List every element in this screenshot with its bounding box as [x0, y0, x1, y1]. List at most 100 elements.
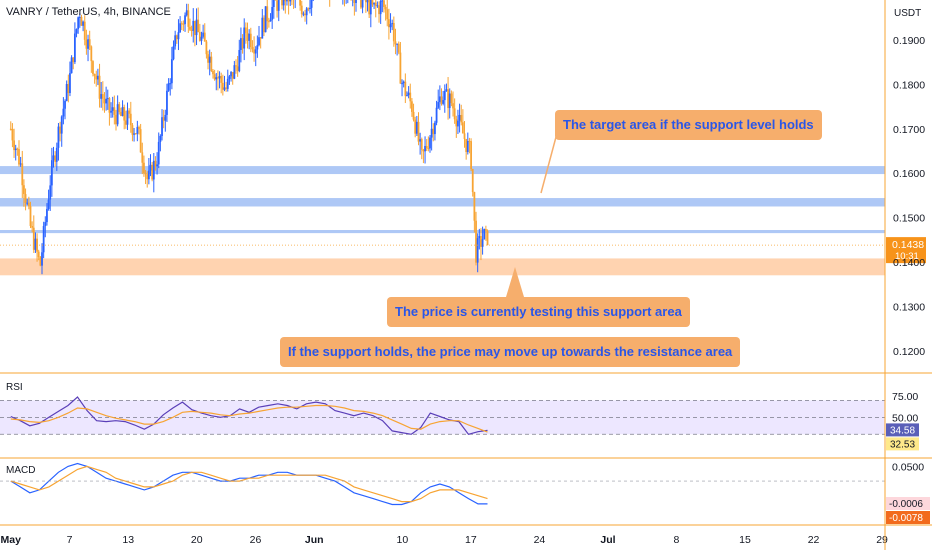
candle-body — [460, 114, 463, 123]
candle-body — [77, 17, 80, 30]
candle-body — [146, 174, 149, 180]
candle-body — [44, 222, 47, 227]
candle-body — [213, 74, 216, 80]
candle-body — [256, 45, 259, 50]
candle-body — [97, 75, 99, 80]
candle-body — [184, 15, 186, 25]
candle-body — [139, 129, 142, 153]
candle-body — [13, 140, 15, 151]
candle-body — [95, 75, 98, 80]
candle-body — [404, 81, 407, 96]
rsi-tick-label: 50.00 — [892, 412, 918, 424]
candle-body — [115, 114, 117, 125]
time-tick-label: 7 — [67, 534, 73, 546]
candle-body — [220, 76, 223, 83]
candle-body — [355, 0, 357, 4]
candle-body — [473, 192, 476, 221]
time-tick-label: 29 — [876, 534, 888, 546]
candle-body — [185, 10, 188, 16]
candle-body — [414, 119, 417, 134]
candle-body — [263, 17, 265, 33]
candle-body — [23, 185, 25, 195]
candle-body — [424, 145, 426, 152]
candle-body — [361, 0, 364, 8]
candle-body — [161, 117, 163, 137]
candle-body — [470, 141, 472, 169]
candle-body — [396, 43, 399, 45]
candle-body — [435, 107, 438, 123]
time-tick-label: 22 — [808, 534, 820, 546]
candle-body — [401, 83, 403, 85]
candle-body — [371, 0, 374, 5]
candle-body — [394, 41, 397, 45]
candle-body — [437, 102, 440, 108]
candle-body — [409, 92, 412, 102]
price-tick-label: 0.1800 — [893, 79, 925, 91]
rsi-value-label: 34.58 — [890, 425, 915, 436]
support-pointer — [506, 267, 524, 297]
candle-body — [164, 114, 167, 121]
price-tick-label: 0.1500 — [893, 213, 925, 225]
candle-body — [284, 0, 287, 2]
time-tick-label: 13 — [122, 534, 134, 546]
candle-body — [366, 0, 369, 3]
candle-body — [108, 98, 111, 113]
candle-body — [124, 120, 127, 125]
price-tick-label: 0.1900 — [893, 35, 925, 47]
price-tick-label: 0.1200 — [893, 346, 925, 358]
candle-body — [39, 257, 42, 266]
candle-body — [397, 43, 400, 53]
support-testing-annotation: The price is currently testing this supp… — [387, 297, 690, 327]
candle-body — [52, 155, 55, 161]
candle-body — [70, 57, 73, 74]
candle-body — [217, 77, 219, 79]
time-tick-label: 15 — [739, 534, 751, 546]
candle-body — [425, 145, 428, 149]
candle-body — [387, 19, 390, 28]
support-zone — [0, 258, 885, 276]
rsi-series-line — [10, 404, 488, 433]
candle-body — [238, 49, 241, 72]
candle-body — [259, 37, 262, 39]
candle-body — [302, 13, 305, 15]
candle-body — [67, 84, 70, 94]
candle-body — [120, 111, 122, 116]
candle-body — [304, 13, 306, 16]
candle-body — [269, 19, 272, 22]
candle-body — [9, 128, 12, 130]
time-tick-label: 24 — [534, 534, 546, 546]
candle-body — [31, 226, 34, 228]
candle-body — [90, 46, 93, 62]
candle-body — [353, 0, 356, 4]
price-tick-label: 0.1600 — [893, 168, 925, 180]
candle-body — [149, 164, 152, 171]
macd-value-tag — [886, 511, 930, 524]
candle-body — [484, 229, 487, 231]
candle-body — [422, 149, 425, 152]
candle-body — [11, 128, 14, 141]
candle-body — [179, 23, 182, 33]
candle-body — [215, 77, 218, 80]
candle-body — [465, 138, 468, 152]
candle-body — [123, 107, 126, 121]
candle-body — [157, 141, 160, 165]
candle-body — [113, 107, 116, 115]
candle-body — [442, 100, 445, 104]
price-tick-label: 0.1400 — [893, 257, 925, 269]
time-tick-label: 17 — [465, 534, 477, 546]
candle-body — [24, 194, 27, 203]
candle-body — [248, 33, 251, 41]
candle-body — [461, 122, 464, 134]
candle-body — [271, 7, 274, 20]
candle-body — [46, 208, 48, 223]
candle-body — [121, 107, 124, 116]
move-up-annotation: If the support holds, the price may move… — [280, 337, 741, 367]
candle-body — [381, 0, 384, 2]
candle-body — [483, 229, 486, 240]
candle-body — [379, 0, 382, 15]
candle-body — [88, 39, 91, 47]
candle-body — [207, 54, 209, 63]
time-tick-label: 10 — [397, 534, 409, 546]
candle-body — [18, 149, 20, 165]
